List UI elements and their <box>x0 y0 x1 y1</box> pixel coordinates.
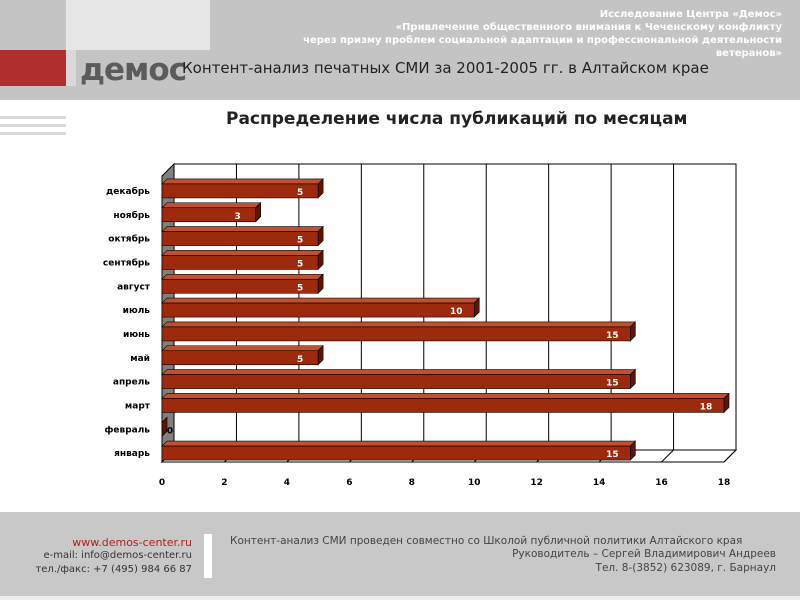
x-tick-label: 0 <box>159 478 165 488</box>
bar <box>161 255 319 270</box>
bar <box>161 231 319 246</box>
floor-tick <box>723 449 737 463</box>
x-tick-label: 16 <box>655 478 668 488</box>
bar-top <box>161 202 262 209</box>
footer-director: Руководитель – Сергей Владимирович Андре… <box>512 548 776 560</box>
bar-top <box>161 369 637 375</box>
footer-bottom-stripe <box>0 596 800 600</box>
decor-line <box>0 132 66 135</box>
bar-top <box>161 250 324 256</box>
bar-value-label: 18 <box>700 402 713 412</box>
bar-top <box>161 273 324 280</box>
phone-text: тел./факс: +7 (495) 984 66 87 <box>35 564 192 575</box>
footer-contact: Тел. 8-(3852) 623089, г. Барнаул <box>595 562 776 574</box>
email-link[interactable]: e-mail: info@demos-center.ru <box>43 550 192 561</box>
x-tick-label: 8 <box>409 478 415 488</box>
bar-top <box>161 297 480 304</box>
study-line: через призму проблем социальной адаптаци… <box>303 35 782 46</box>
x-tick-label: 12 <box>530 478 543 488</box>
bar-value-label: 5 <box>297 355 303 365</box>
bar-top <box>161 321 637 328</box>
bar-top <box>161 226 324 232</box>
bar-value-label: 5 <box>297 283 303 293</box>
category-label: август <box>117 282 151 292</box>
header-red-block-edge <box>66 50 76 86</box>
study-line: Исследование Центра «Демос» <box>599 9 782 20</box>
bar-chart: 0 2 4 6 8 10 12 14 16 18 декабрь 5 ноябрь 3 октябрь 5 се… <box>103 162 738 488</box>
category-label: июнь <box>123 330 150 340</box>
header-light-block <box>66 0 210 50</box>
x-tick-label: 10 <box>468 478 481 488</box>
bar-top <box>161 393 730 399</box>
category-label: январь <box>114 449 150 459</box>
study-line: «Привлечение общественного внимания к Че… <box>395 22 782 33</box>
bar-top <box>161 440 637 447</box>
category-label: март <box>125 401 151 411</box>
bar-top <box>161 345 324 352</box>
x-tick-label: 4 <box>284 478 290 488</box>
bar-value-label: 5 <box>297 188 303 198</box>
footer-separator <box>204 534 212 578</box>
bar-value-label: 15 <box>606 331 619 341</box>
bar <box>161 278 319 294</box>
bar-side <box>161 416 168 437</box>
category-label: июль <box>123 306 151 316</box>
demos-logo: демос <box>80 52 187 88</box>
bar-value-label: 0 <box>167 426 173 436</box>
decor-line <box>0 116 66 119</box>
website-link[interactable]: www.demos-center.ru <box>72 536 192 549</box>
category-label: октябрь <box>108 234 150 245</box>
chart-title: Распределение числа публикаций по месяца… <box>226 109 688 129</box>
study-caption: Исследование Центра «Демос» «Привлечение… <box>182 8 782 60</box>
bar <box>161 374 631 389</box>
x-tick-label: 2 <box>221 478 227 488</box>
page-title: Контент-анализ печатных СМИ за 2001-2005… <box>182 59 709 77</box>
header-red-block <box>0 50 66 86</box>
bar-top <box>161 178 324 185</box>
study-line: ветеранов» <box>715 48 782 59</box>
footer-background <box>0 512 800 596</box>
bar <box>161 302 475 318</box>
bar <box>161 350 319 366</box>
category-label: ноябрь <box>113 210 150 221</box>
floor-tick <box>661 449 674 463</box>
bar-value-label: 3 <box>235 212 241 222</box>
bar <box>161 326 631 342</box>
category-label: апрель <box>113 378 150 388</box>
category-label: февраль <box>104 425 150 435</box>
bar <box>161 183 319 199</box>
x-tick-label: 6 <box>346 478 352 488</box>
decor-line <box>0 124 66 127</box>
category-label: сентябрь <box>103 257 150 268</box>
category-label: декабрь <box>106 186 150 197</box>
bar <box>161 445 631 461</box>
category-label: май <box>130 354 150 364</box>
bar <box>161 207 256 223</box>
bar-value-label: 15 <box>606 450 619 460</box>
x-tick-label: 18 <box>718 478 731 488</box>
bar-value-label: 5 <box>297 259 303 269</box>
x-tick-label: 14 <box>593 478 606 488</box>
bar-value-label: 10 <box>450 307 463 317</box>
footer-note: Контент-анализ СМИ проведен совместно со… <box>230 535 743 547</box>
bar <box>161 398 725 413</box>
bar-value-label: 5 <box>297 236 303 246</box>
bar-value-label: 15 <box>606 379 619 389</box>
